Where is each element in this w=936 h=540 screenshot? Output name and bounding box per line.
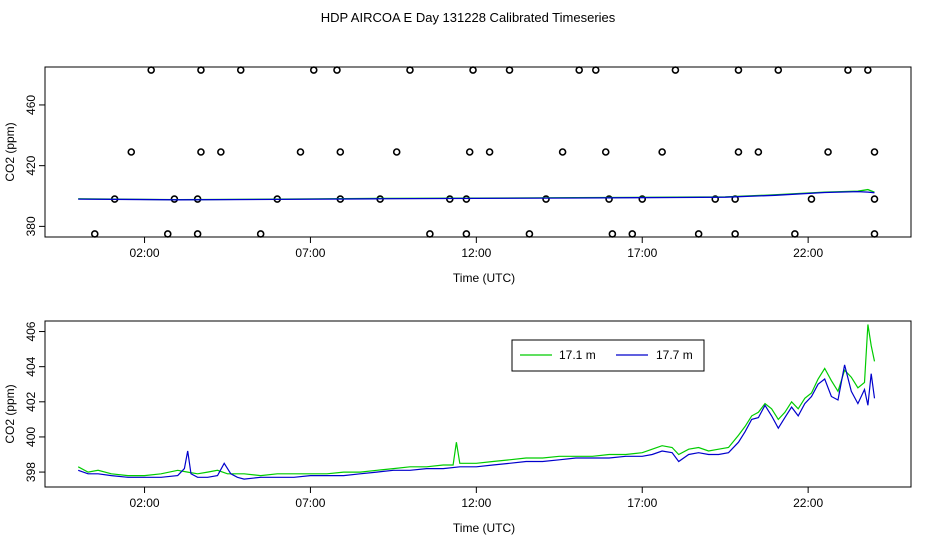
bottom-series-line-1 <box>78 364 876 480</box>
bottom-plot-frame <box>44 320 912 488</box>
calibration-point <box>575 66 583 74</box>
bottom-y-tick-label: 406 <box>24 321 38 341</box>
calibration-point <box>608 230 617 238</box>
calibration-point <box>734 148 743 156</box>
calibration-point <box>127 148 136 156</box>
top-x-tick-label: 17:00 <box>627 246 657 260</box>
calibration-point <box>774 66 783 74</box>
calibration-point <box>296 148 305 156</box>
calibration-point <box>870 148 879 156</box>
calibration-point <box>870 230 879 238</box>
calibration-point <box>197 66 205 74</box>
calibration-point <box>147 66 155 74</box>
calibration-point <box>256 230 265 238</box>
calibration-point <box>392 148 401 156</box>
bottom-y-tick-label: 398 <box>24 462 38 482</box>
calibration-point <box>694 230 703 238</box>
calibration-point <box>870 195 879 203</box>
calibration-point <box>671 66 680 74</box>
calibration-point <box>731 230 739 238</box>
top-y-ticks: 380 420 460 <box>24 95 45 236</box>
bottom-y-tick-label: 400 <box>24 427 38 447</box>
calibration-point <box>217 148 225 156</box>
calibration-point <box>309 66 318 74</box>
calibration-point <box>601 148 610 156</box>
calibration-point <box>193 230 202 238</box>
bottom-x-tick-label: 07:00 <box>295 496 325 510</box>
top-calibration-points <box>90 66 879 238</box>
top-x-tick-label: 07:00 <box>295 246 325 260</box>
top-x-axis-label: Time (UTC) <box>453 271 515 285</box>
calibration-point <box>734 66 743 74</box>
bottom-y-axis-label: CO2 (ppm) <box>3 384 17 443</box>
calibration-point <box>406 66 414 74</box>
calibration-point <box>824 148 832 156</box>
calibration-point <box>469 66 477 74</box>
legend: 17.1 m 17.7 m <box>511 339 705 372</box>
calibration-point <box>658 148 666 156</box>
calibration-point <box>462 230 471 238</box>
bottom-panel: 02:00 07:00 12:00 17:00 22:00 398 400 402 404 40… <box>3 320 912 535</box>
calibration-point <box>558 148 567 156</box>
calibration-point <box>591 66 600 74</box>
calibration-point <box>638 195 647 203</box>
calibration-point <box>90 230 99 238</box>
calibration-point <box>791 230 799 238</box>
bottom-y-tick-label: 404 <box>24 356 38 376</box>
calibration-point <box>864 66 872 74</box>
bottom-x-axis-label: Time (UTC) <box>453 521 515 535</box>
calibration-point <box>333 66 341 74</box>
calibration-point <box>336 148 345 156</box>
bottom-series-line-0 <box>77 324 876 477</box>
top-series-line-1 <box>78 190 875 201</box>
calibration-point <box>754 148 763 156</box>
calibration-point <box>426 230 434 238</box>
calibration-point <box>605 195 613 203</box>
top-y-tick-label: 380 <box>24 216 38 236</box>
top-x-tick-label: 02:00 <box>130 246 160 260</box>
calibration-point <box>236 66 245 74</box>
top-y-tick-label: 420 <box>24 155 38 175</box>
calibration-point <box>525 230 534 238</box>
top-series-lines <box>78 188 875 201</box>
calibration-point <box>485 148 494 156</box>
top-x-tick-label: 12:00 <box>461 246 491 260</box>
legend-label-17-7m: 17.7 m <box>656 348 693 362</box>
top-panel: 02:00 07:00 12:00 17:00 22:00 380 420 460 Time… <box>3 66 912 285</box>
calibration-point <box>163 230 172 238</box>
figure-title: HDP AIRCOA E Day 131228 Calibrated Times… <box>321 10 616 25</box>
bottom-y-ticks: 398 400 402 404 406 <box>24 321 45 482</box>
calibration-point <box>542 195 550 203</box>
bottom-x-ticks: 02:00 07:00 12:00 17:00 22:00 <box>130 487 823 510</box>
bottom-y-tick-label: 402 <box>24 391 38 411</box>
calibration-point <box>711 195 720 203</box>
bottom-x-tick-label: 02:00 <box>130 496 160 510</box>
top-x-tick-label: 22:00 <box>793 246 823 260</box>
top-y-tick-label: 460 <box>24 95 38 115</box>
calibration-point <box>465 148 474 156</box>
top-y-axis-label: CO2 (ppm) <box>3 122 17 181</box>
bottom-x-tick-label: 12:00 <box>461 496 491 510</box>
calibration-point <box>807 195 816 203</box>
bottom-x-tick-label: 17:00 <box>627 496 657 510</box>
calibration-point <box>197 148 205 156</box>
top-x-ticks: 02:00 07:00 12:00 17:00 22:00 <box>130 237 823 260</box>
bottom-x-tick-label: 22:00 <box>793 496 823 510</box>
bottom-series-lines <box>77 324 876 480</box>
calibration-point <box>505 66 514 74</box>
top-plot-frame <box>44 66 912 238</box>
calibration-point <box>628 230 637 238</box>
calibration-point <box>844 66 852 74</box>
legend-label-17-1m: 17.1 m <box>559 348 596 362</box>
